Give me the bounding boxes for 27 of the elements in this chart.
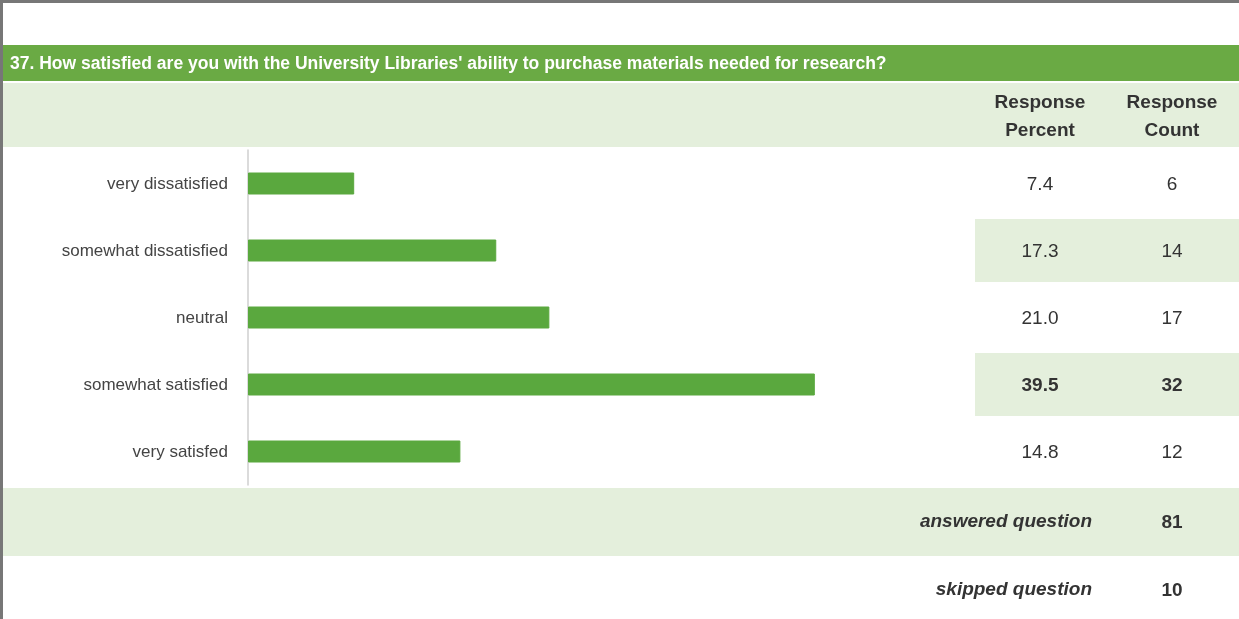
data-label: 17.3 [1021, 239, 1059, 262]
text: 14 [1161, 239, 1183, 262]
y-tick-label: somewhat satisfied [83, 375, 228, 394]
data-label: 39.5 [1021, 373, 1059, 396]
y-tick-label: very dissatisfied [107, 174, 228, 193]
text: 17 [1161, 306, 1183, 329]
bar [248, 172, 355, 195]
chart-title: 37. How satisfied are you with the University Libraries' ability to purchase materials needed for research? [10, 52, 888, 75]
bar [248, 306, 550, 329]
bar [248, 440, 461, 463]
y-tick-label: somewhat dissatisfied [61, 241, 228, 260]
y-tick-label: neutral [176, 308, 228, 327]
bar [248, 373, 815, 396]
text: skipped question [935, 578, 1092, 600]
text: 12 [1161, 440, 1183, 463]
text: 81 [1161, 510, 1183, 534]
data-label: 21.0 [1021, 306, 1059, 329]
text: answered question [919, 510, 1092, 532]
text: 32 [1161, 373, 1183, 396]
bar [248, 239, 497, 262]
text: 6 [1166, 172, 1178, 195]
text: Response Percent [993, 90, 1087, 142]
data-label: 7.4 [1026, 172, 1054, 195]
y-tick-label: very satisfed [132, 442, 228, 461]
data-label: 14.8 [1021, 440, 1059, 463]
text: 10 [1161, 578, 1183, 602]
text: Response Count [1125, 90, 1219, 142]
